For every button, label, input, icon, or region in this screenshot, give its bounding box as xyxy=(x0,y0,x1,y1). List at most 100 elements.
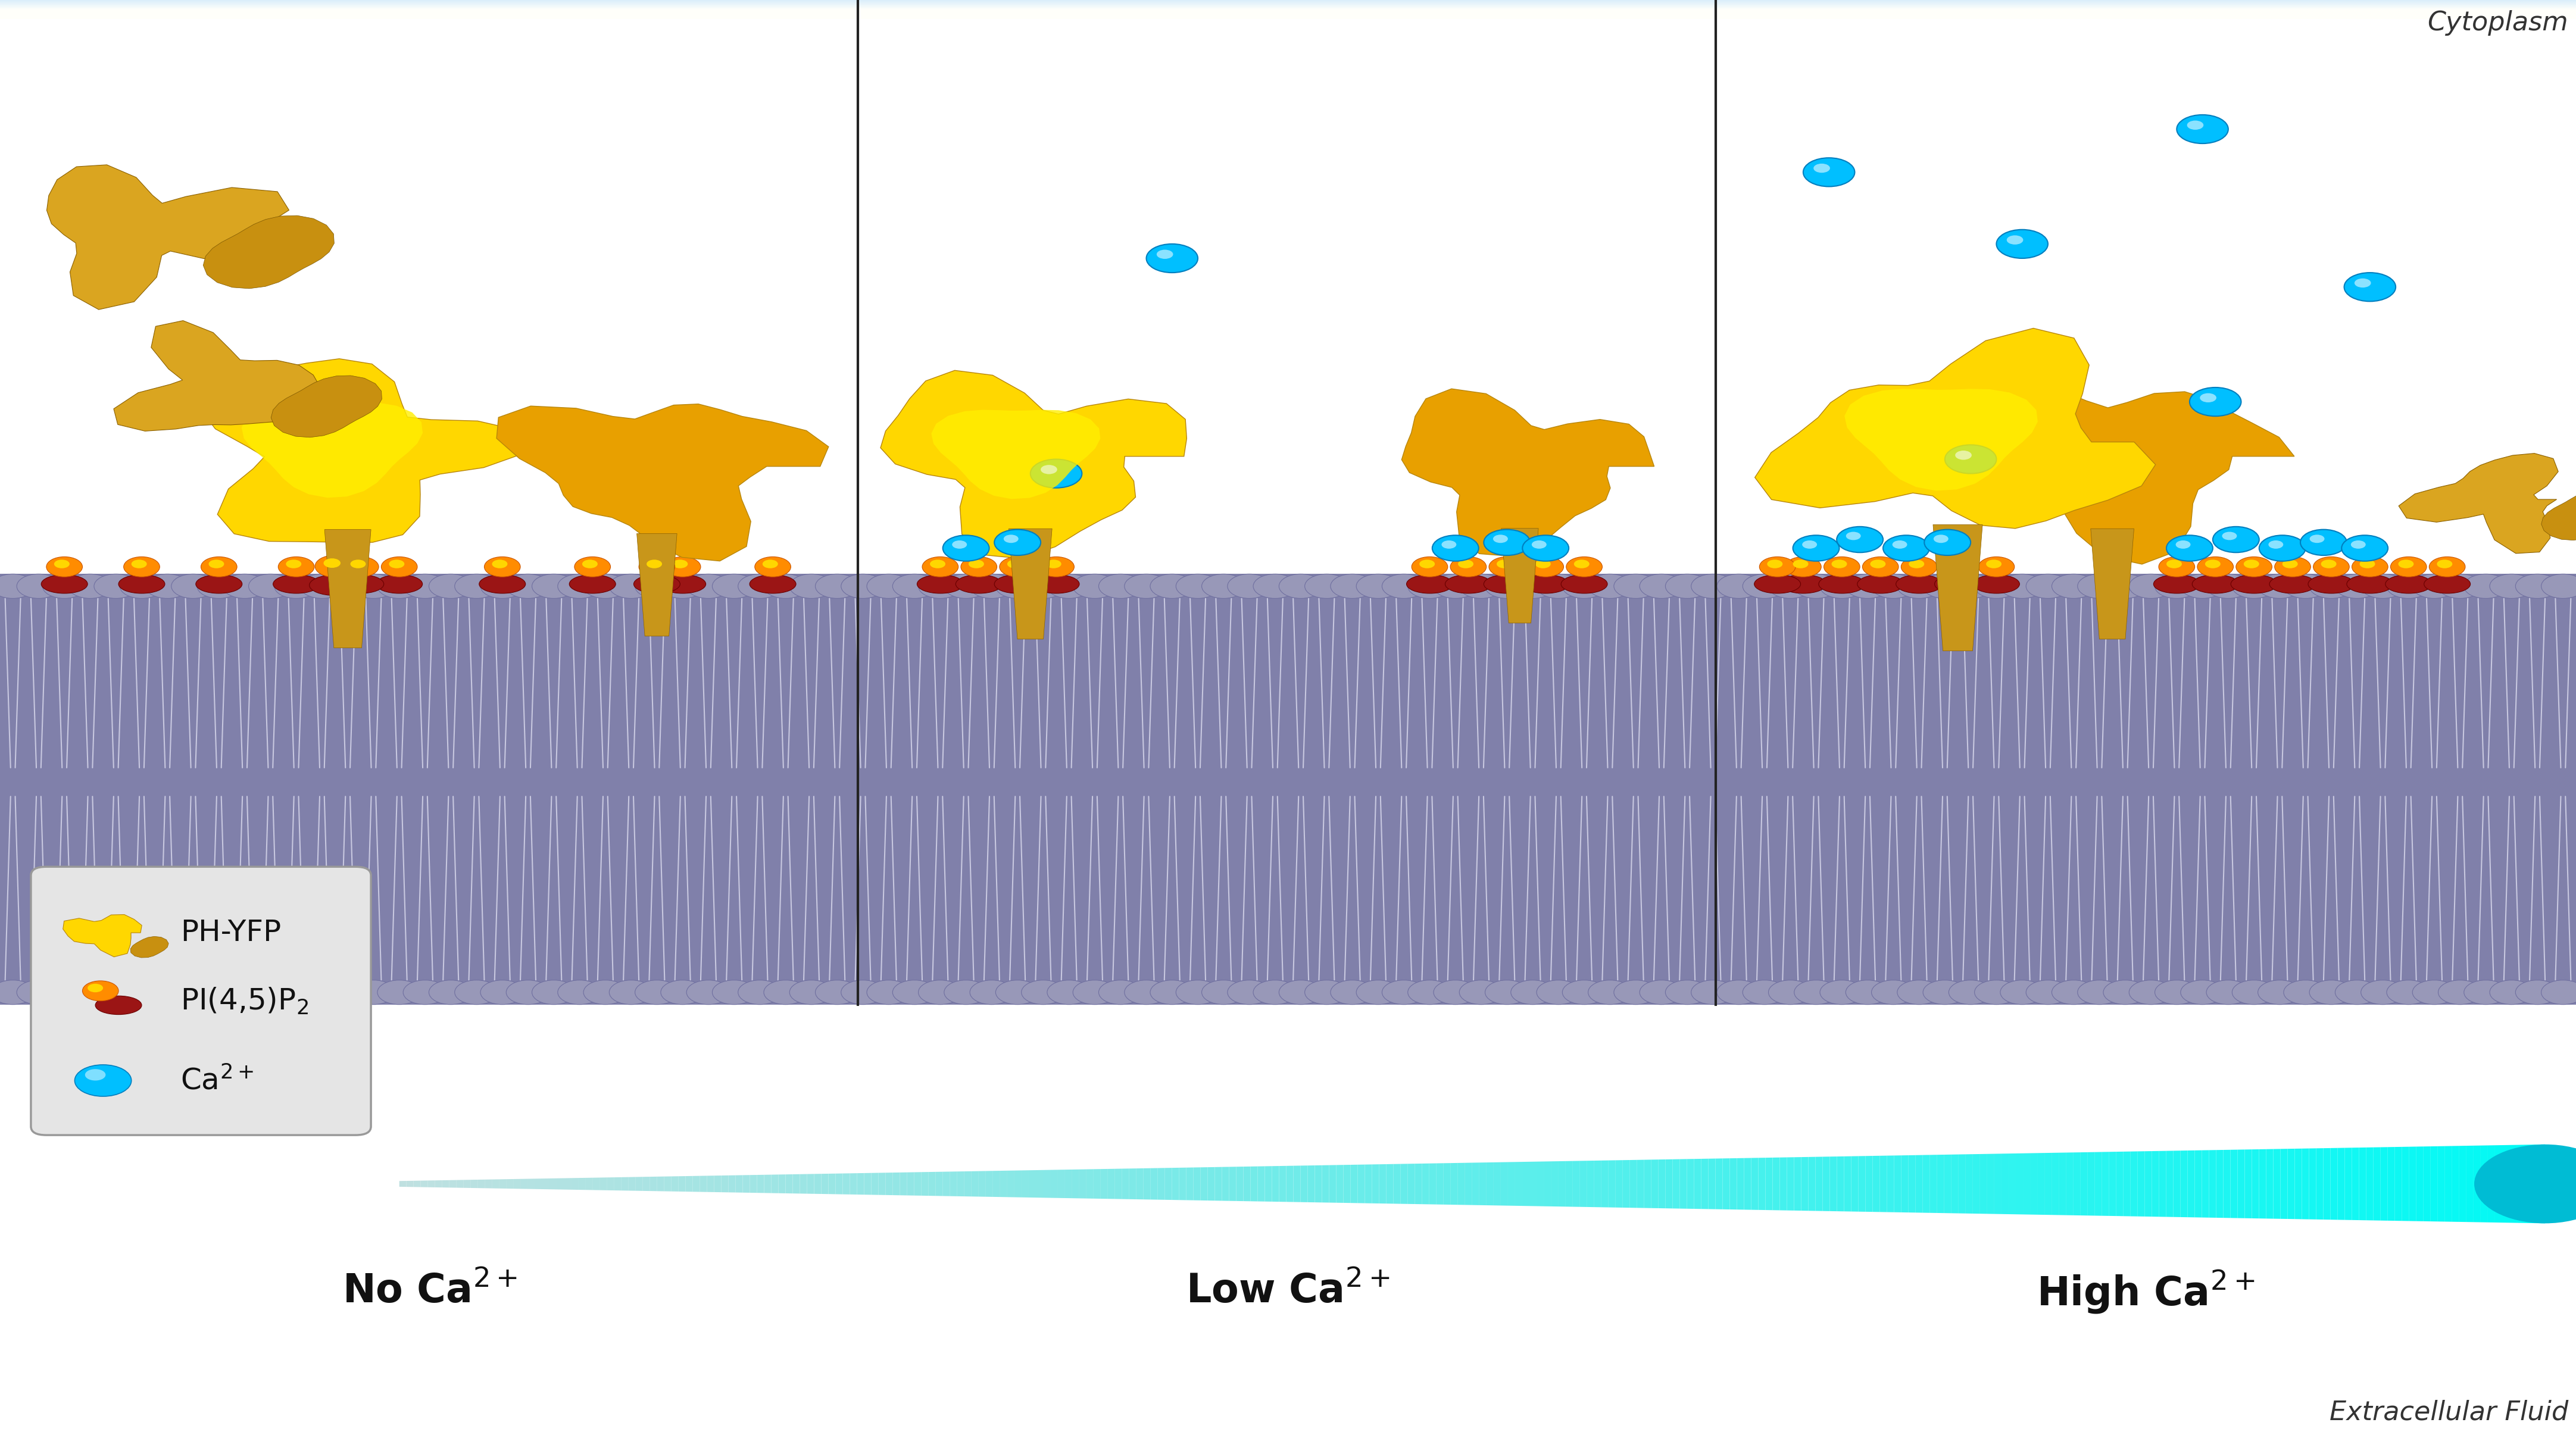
Polygon shape xyxy=(1023,1171,1028,1197)
Polygon shape xyxy=(1128,1168,1136,1200)
Bar xyxy=(0,9,2576,17)
Bar xyxy=(0,9,2576,19)
Circle shape xyxy=(505,574,551,598)
FancyBboxPatch shape xyxy=(31,867,371,1135)
Polygon shape xyxy=(1873,1155,1880,1213)
Polygon shape xyxy=(1056,1170,1064,1198)
Polygon shape xyxy=(513,1180,520,1188)
Polygon shape xyxy=(1744,1158,1752,1210)
Circle shape xyxy=(70,574,113,598)
Circle shape xyxy=(2354,278,2370,287)
Circle shape xyxy=(1638,980,1685,1004)
Circle shape xyxy=(54,560,70,568)
Circle shape xyxy=(1935,535,1947,542)
Text: No Ca$^{2+}$: No Ca$^{2+}$ xyxy=(343,1271,518,1312)
Circle shape xyxy=(2362,980,2406,1004)
Bar xyxy=(0,1,2576,10)
Bar xyxy=(0,0,2576,10)
Circle shape xyxy=(1940,557,1976,577)
Circle shape xyxy=(2027,574,2071,598)
Bar xyxy=(0,3,2576,11)
Circle shape xyxy=(1226,980,1273,1004)
Circle shape xyxy=(659,574,706,598)
Circle shape xyxy=(672,560,688,568)
Polygon shape xyxy=(2174,1151,2179,1217)
Circle shape xyxy=(1561,980,1607,1004)
Circle shape xyxy=(2002,574,2045,598)
Bar xyxy=(0,6,2576,16)
Circle shape xyxy=(1200,980,1247,1004)
Bar xyxy=(0,1,2576,11)
Circle shape xyxy=(2540,574,2576,598)
Polygon shape xyxy=(1301,1165,1309,1203)
Bar xyxy=(0,4,2576,13)
Circle shape xyxy=(2308,574,2354,598)
Circle shape xyxy=(922,557,958,577)
Circle shape xyxy=(15,980,62,1004)
Bar xyxy=(0,3,2576,13)
Circle shape xyxy=(1432,574,1479,598)
Circle shape xyxy=(247,980,291,1004)
Bar xyxy=(0,6,2576,16)
Circle shape xyxy=(276,574,319,598)
Ellipse shape xyxy=(196,574,242,594)
Ellipse shape xyxy=(2269,574,2316,594)
Polygon shape xyxy=(1595,1161,1600,1207)
Circle shape xyxy=(1149,980,1195,1004)
Bar xyxy=(0,3,2576,13)
Polygon shape xyxy=(1623,1159,1631,1208)
Polygon shape xyxy=(1092,1170,1100,1198)
Circle shape xyxy=(1450,557,1486,577)
Circle shape xyxy=(2334,980,2380,1004)
Circle shape xyxy=(1038,557,1074,577)
Circle shape xyxy=(456,980,500,1004)
Circle shape xyxy=(2540,980,2576,1004)
Bar xyxy=(0,7,2576,17)
Circle shape xyxy=(2102,574,2148,598)
Circle shape xyxy=(1950,574,1994,598)
Circle shape xyxy=(2213,527,2259,552)
Circle shape xyxy=(969,574,1015,598)
Bar xyxy=(0,574,2576,1004)
Polygon shape xyxy=(1515,1162,1522,1205)
Bar xyxy=(0,1,2576,11)
Circle shape xyxy=(484,557,520,577)
Bar xyxy=(0,7,2576,17)
Circle shape xyxy=(1785,557,1821,577)
Circle shape xyxy=(131,560,147,568)
Polygon shape xyxy=(242,402,422,498)
Circle shape xyxy=(1803,541,1816,548)
Bar xyxy=(0,3,2576,11)
Polygon shape xyxy=(1443,1164,1450,1204)
Polygon shape xyxy=(1607,1161,1615,1207)
Bar xyxy=(0,1,2576,10)
Circle shape xyxy=(350,574,397,598)
Polygon shape xyxy=(1857,1157,1865,1211)
Bar xyxy=(0,3,2576,11)
Bar xyxy=(0,7,2576,17)
Circle shape xyxy=(1484,530,1530,555)
Circle shape xyxy=(1005,535,1018,542)
Ellipse shape xyxy=(1484,574,1530,594)
Circle shape xyxy=(247,574,291,598)
Circle shape xyxy=(2282,574,2329,598)
Circle shape xyxy=(1494,535,1507,542)
Polygon shape xyxy=(1437,1164,1443,1204)
Bar xyxy=(0,9,2576,17)
Circle shape xyxy=(1535,560,1551,568)
Ellipse shape xyxy=(1406,574,1453,594)
Circle shape xyxy=(1718,980,1762,1004)
Circle shape xyxy=(1406,980,1453,1004)
Polygon shape xyxy=(757,1175,765,1192)
Polygon shape xyxy=(1378,1164,1386,1204)
Polygon shape xyxy=(1909,1155,1917,1213)
Circle shape xyxy=(224,574,268,598)
Polygon shape xyxy=(1345,1165,1350,1203)
Polygon shape xyxy=(1350,1165,1358,1203)
Circle shape xyxy=(1157,250,1172,258)
Polygon shape xyxy=(863,1172,871,1195)
Polygon shape xyxy=(835,1174,842,1194)
Polygon shape xyxy=(1108,1168,1115,1200)
Bar xyxy=(0,0,2576,10)
Circle shape xyxy=(1803,158,1855,187)
